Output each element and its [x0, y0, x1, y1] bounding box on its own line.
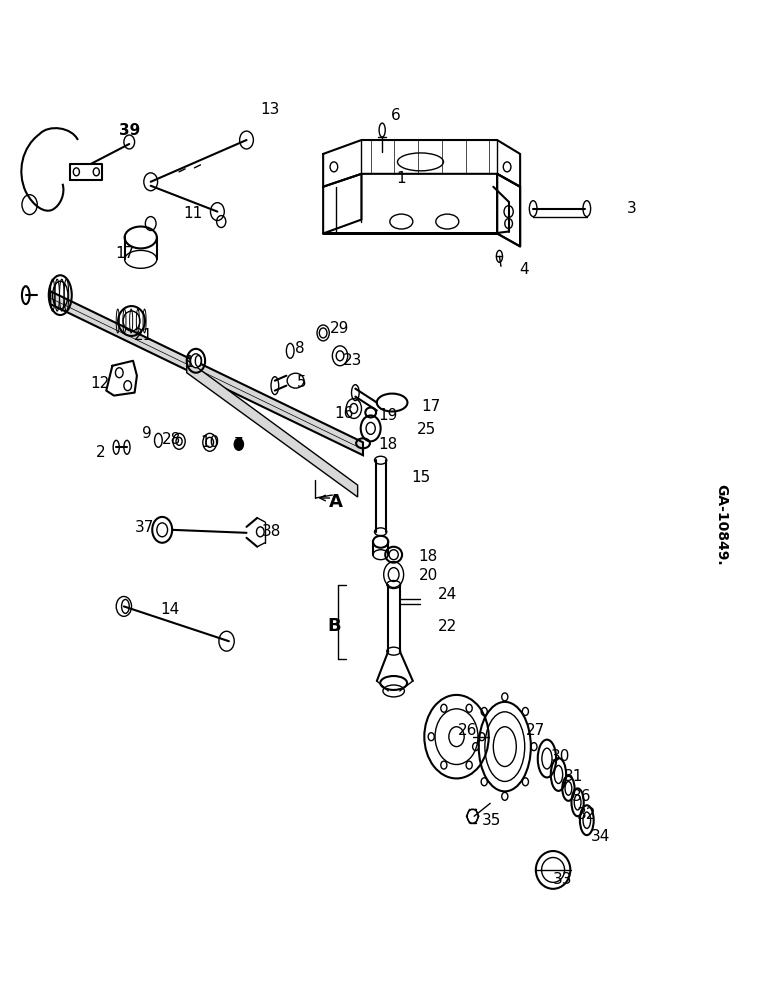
- Text: 20: 20: [418, 568, 438, 583]
- Text: 39: 39: [119, 123, 140, 138]
- Text: 15: 15: [411, 470, 430, 485]
- Text: 21: 21: [134, 328, 153, 343]
- Text: 6: 6: [391, 108, 401, 123]
- Text: 17: 17: [421, 399, 440, 414]
- Text: 31: 31: [564, 769, 584, 784]
- Circle shape: [206, 437, 214, 447]
- Text: 3: 3: [626, 201, 636, 216]
- Text: B: B: [327, 617, 340, 635]
- Text: 26: 26: [459, 723, 478, 738]
- Polygon shape: [187, 360, 357, 497]
- Polygon shape: [50, 291, 363, 455]
- Text: 10: 10: [185, 355, 204, 370]
- Text: 38: 38: [262, 524, 281, 539]
- Text: 24: 24: [438, 587, 457, 602]
- Text: 30: 30: [551, 749, 571, 764]
- Text: 36: 36: [572, 789, 591, 804]
- Text: 17: 17: [116, 246, 135, 261]
- Circle shape: [157, 523, 168, 537]
- Text: 27: 27: [526, 723, 545, 738]
- Text: 14: 14: [161, 602, 179, 617]
- Text: 34: 34: [591, 829, 611, 844]
- Text: 1: 1: [397, 171, 406, 186]
- Text: 4: 4: [519, 262, 529, 277]
- Text: 37: 37: [135, 520, 154, 535]
- Text: 13: 13: [260, 102, 279, 117]
- Text: 18: 18: [418, 549, 438, 564]
- Text: 33: 33: [553, 872, 572, 887]
- Text: 2: 2: [96, 445, 106, 460]
- Text: 16: 16: [334, 406, 354, 421]
- Text: 25: 25: [417, 422, 436, 437]
- Text: 29: 29: [330, 321, 350, 336]
- Circle shape: [350, 404, 357, 413]
- Text: 32: 32: [577, 807, 597, 822]
- Text: 8: 8: [296, 341, 305, 356]
- Text: 22: 22: [438, 619, 457, 634]
- Text: 7: 7: [234, 437, 244, 452]
- Text: 18: 18: [379, 437, 398, 452]
- Text: 11: 11: [183, 206, 202, 221]
- Text: 28: 28: [162, 432, 181, 447]
- Text: 35: 35: [481, 813, 501, 828]
- Text: 5: 5: [297, 375, 306, 390]
- Circle shape: [336, 351, 344, 361]
- Circle shape: [366, 422, 375, 434]
- Circle shape: [191, 354, 201, 368]
- Text: GA-10849.: GA-10849.: [715, 484, 729, 566]
- Text: 10: 10: [200, 435, 219, 450]
- Text: 23: 23: [343, 353, 362, 368]
- Text: A: A: [329, 493, 343, 511]
- Text: 19: 19: [378, 408, 398, 423]
- Circle shape: [234, 438, 243, 450]
- Text: 12: 12: [90, 376, 110, 391]
- Text: 9: 9: [142, 426, 152, 441]
- Circle shape: [388, 568, 399, 582]
- Circle shape: [176, 437, 182, 445]
